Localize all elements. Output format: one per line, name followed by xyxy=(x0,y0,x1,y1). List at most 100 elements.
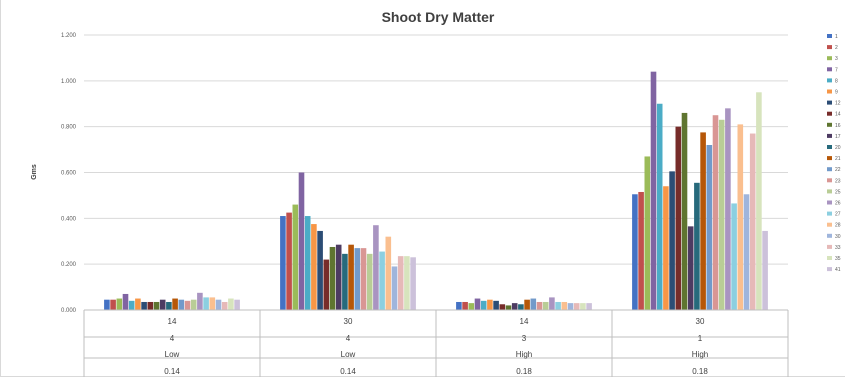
bar xyxy=(749,133,756,310)
bar xyxy=(536,301,543,310)
legend-label: 16 xyxy=(835,123,841,129)
legend-swatch xyxy=(827,111,832,116)
bar xyxy=(530,298,537,310)
legend-label: 2 xyxy=(835,45,838,51)
bar xyxy=(756,92,762,311)
bar xyxy=(234,299,240,310)
bar xyxy=(656,103,663,310)
y-tick-label: 1.000 xyxy=(61,79,77,85)
x-category-label: 30 xyxy=(344,317,353,326)
bar xyxy=(397,256,404,310)
legend-swatch xyxy=(827,56,832,61)
bar xyxy=(669,171,675,310)
legend-swatch xyxy=(827,256,832,260)
bar xyxy=(743,194,750,310)
x-category-label: 14 xyxy=(520,317,529,326)
bar xyxy=(311,224,317,310)
bar xyxy=(663,186,669,310)
bar xyxy=(706,145,713,310)
bar xyxy=(499,304,506,310)
bar xyxy=(215,299,222,310)
legend-swatch xyxy=(827,89,832,94)
bar xyxy=(147,301,154,310)
legend-label: 21 xyxy=(835,156,841,162)
x-category-label: 0.18 xyxy=(692,367,708,376)
legend-swatch xyxy=(827,189,832,194)
bar xyxy=(159,299,166,310)
bar xyxy=(731,203,737,310)
bar xyxy=(580,303,586,310)
legend-label: 7 xyxy=(835,67,838,73)
y-axis-label: Gms xyxy=(31,164,38,180)
bar xyxy=(675,126,682,311)
x-category-label: 4 xyxy=(346,334,351,343)
bar xyxy=(712,115,719,310)
bar xyxy=(493,300,499,310)
bar xyxy=(462,301,468,310)
bar xyxy=(373,225,379,310)
bar xyxy=(141,301,147,310)
legend-label: 28 xyxy=(835,223,841,229)
x-category-label: Low xyxy=(165,350,180,359)
bar xyxy=(153,301,160,310)
bar xyxy=(323,259,330,310)
legend-label: 33 xyxy=(835,245,841,251)
bar xyxy=(298,172,305,310)
legend-swatch xyxy=(827,200,832,205)
bar xyxy=(110,299,116,310)
bar xyxy=(632,194,638,310)
bar xyxy=(184,300,191,310)
bar xyxy=(317,230,323,310)
y-tick-label: 0.600 xyxy=(61,171,77,177)
x-category-label: 30 xyxy=(696,317,705,326)
bar xyxy=(511,303,518,310)
legend-swatch xyxy=(827,267,832,272)
legend-label: 30 xyxy=(835,234,841,240)
x-category-label: Low xyxy=(341,350,356,359)
legend-label: 35 xyxy=(835,256,841,262)
legend-label: 1 xyxy=(835,34,838,40)
y-tick-label: 0.800 xyxy=(61,125,77,131)
bar xyxy=(762,230,768,310)
bar xyxy=(354,248,361,310)
bars xyxy=(104,71,768,311)
x-category-label: 3 xyxy=(522,334,527,343)
bar xyxy=(404,256,410,310)
legend-label: 8 xyxy=(835,78,838,84)
bar xyxy=(329,246,336,310)
legend-swatch xyxy=(827,78,832,83)
chart-title: Shoot Dry Matter xyxy=(382,9,495,25)
bar xyxy=(203,297,209,310)
bar xyxy=(555,301,561,310)
bar xyxy=(178,299,185,310)
bar xyxy=(172,298,178,310)
x-category-label: 0.18 xyxy=(516,367,532,376)
legend-swatch xyxy=(827,67,832,72)
bar xyxy=(304,216,311,310)
bar xyxy=(480,300,487,310)
bar xyxy=(561,301,568,310)
bar xyxy=(228,298,234,310)
bar xyxy=(190,299,197,310)
bar xyxy=(573,303,580,310)
bar xyxy=(681,112,688,311)
legend-label: 26 xyxy=(835,201,841,207)
legend-swatch xyxy=(827,34,832,38)
bar xyxy=(487,299,493,310)
bar xyxy=(644,156,651,310)
bar xyxy=(725,108,731,310)
bar xyxy=(122,293,129,310)
y-axis-ticks: 0.000 0.200 0.400 0.600 0.800 1.000 1.200 xyxy=(61,33,77,314)
bar xyxy=(518,304,524,310)
legend-swatch xyxy=(827,100,832,105)
bar xyxy=(342,253,348,310)
bar xyxy=(280,216,286,310)
bar xyxy=(524,299,530,310)
bar xyxy=(391,266,398,310)
x-category-label: 4 xyxy=(170,334,175,343)
bar xyxy=(360,248,367,310)
bar xyxy=(542,301,549,310)
